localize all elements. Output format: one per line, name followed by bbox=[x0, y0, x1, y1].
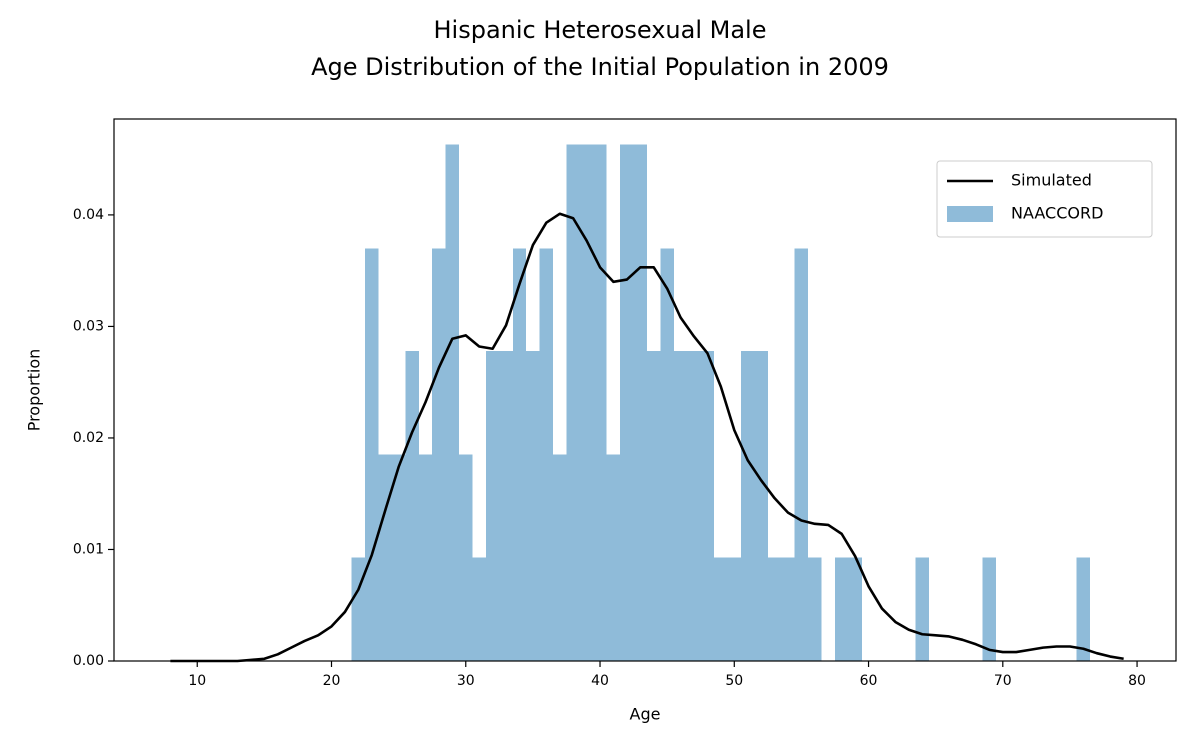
x-tick-label: 40 bbox=[591, 673, 609, 689]
legend-swatch bbox=[947, 206, 993, 222]
histogram-bar bbox=[432, 248, 446, 661]
y-tick-label: 0.04 bbox=[73, 207, 104, 223]
y-axis-label: Proportion bbox=[25, 349, 44, 432]
histogram-bar bbox=[351, 557, 366, 661]
y-tick-label: 0.01 bbox=[73, 541, 104, 557]
histogram-bar bbox=[660, 248, 674, 661]
histogram-bar bbox=[767, 557, 782, 661]
x-tick-label: 50 bbox=[725, 673, 743, 689]
x-tick-label: 10 bbox=[188, 673, 206, 689]
histogram-bar bbox=[1076, 557, 1091, 661]
y-tick-label: 0.00 bbox=[73, 653, 104, 669]
histogram-bar bbox=[391, 454, 406, 661]
histogram-bar bbox=[647, 350, 661, 661]
histogram-bar bbox=[365, 248, 379, 661]
histogram-bar bbox=[781, 557, 795, 661]
histogram-bar bbox=[727, 557, 741, 661]
histogram-bar bbox=[687, 350, 701, 661]
histogram-bar bbox=[834, 557, 849, 661]
histogram-bar bbox=[794, 248, 809, 661]
histogram-bar bbox=[472, 557, 486, 661]
histogram-bar bbox=[579, 144, 594, 661]
histogram-bar bbox=[512, 248, 527, 661]
histogram-bar bbox=[700, 350, 715, 661]
x-tick-label: 70 bbox=[994, 673, 1012, 689]
histogram-bar bbox=[405, 350, 419, 661]
histogram-bar bbox=[673, 350, 688, 661]
y-tick-label: 0.03 bbox=[73, 318, 104, 334]
legend-label: Simulated bbox=[1011, 171, 1092, 190]
y-tick-label: 0.02 bbox=[73, 430, 104, 446]
histogram-bar bbox=[915, 557, 929, 661]
histogram-bar bbox=[714, 557, 728, 661]
histogram-bar bbox=[982, 557, 997, 661]
histogram-bar bbox=[633, 144, 648, 661]
line bbox=[170, 212, 1124, 663]
legend: Simulated NAACCORD bbox=[936, 160, 1153, 238]
legend-label: NAACCORD bbox=[1011, 204, 1103, 223]
histogram-bar bbox=[754, 350, 768, 661]
axes-frame bbox=[113, 118, 1177, 662]
histogram-bar bbox=[553, 454, 567, 661]
histogram-bar bbox=[378, 454, 392, 661]
histogram-bar bbox=[526, 350, 540, 661]
chart-title: Hispanic Heterosexual Male bbox=[434, 16, 767, 44]
histogram-bar bbox=[740, 350, 755, 661]
x-tick-label: 80 bbox=[1128, 673, 1146, 689]
histogram-bar bbox=[566, 144, 580, 661]
histogram-bar bbox=[539, 248, 554, 661]
x-tick-label: 30 bbox=[457, 673, 475, 689]
histogram-bar bbox=[593, 144, 607, 661]
x-axis-label: Age bbox=[630, 705, 661, 724]
histogram-bar bbox=[808, 557, 822, 661]
histogram-bar bbox=[418, 454, 433, 661]
x-tick-label: 60 bbox=[860, 673, 878, 689]
histogram-bar bbox=[848, 557, 862, 661]
histogram-bar bbox=[459, 454, 473, 661]
histogram-bar bbox=[606, 454, 621, 661]
histogram-bar bbox=[485, 350, 500, 661]
histogram-bar bbox=[445, 144, 460, 661]
histogram-bar bbox=[499, 350, 513, 661]
x-tick-label: 20 bbox=[323, 673, 341, 689]
chart-title: Age Distribution of the Initial Populati… bbox=[311, 53, 889, 81]
histogram-bar bbox=[620, 144, 634, 661]
plot-area bbox=[170, 144, 1124, 663]
